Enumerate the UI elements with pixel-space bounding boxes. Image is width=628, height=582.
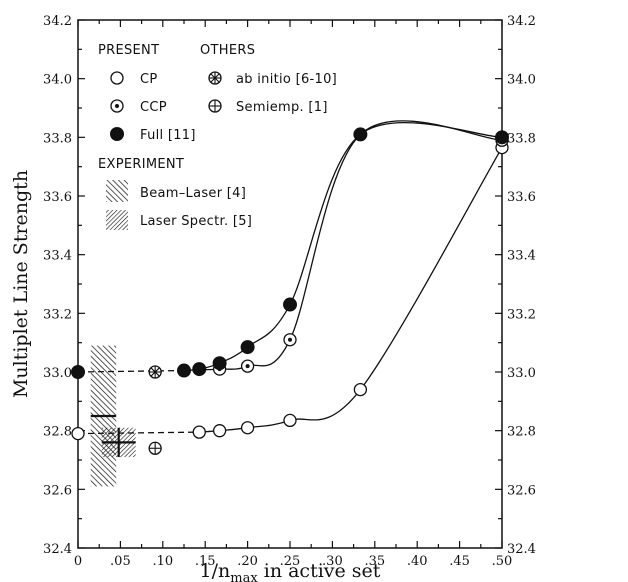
legend-present-header: PRESENT xyxy=(98,43,159,58)
point-ab-initio-6-10-d2 xyxy=(150,367,160,377)
y-tick-label-left: 32.6 xyxy=(43,483,72,498)
y-tick-label-right: 33.2 xyxy=(507,307,536,322)
x-axis-label-rest: in active set xyxy=(258,560,381,582)
x-tick-label: .10 xyxy=(152,554,173,569)
legend-semiemp-marker xyxy=(208,99,222,113)
y-tick-label-left: 34.2 xyxy=(43,14,72,29)
point-full-11-shape xyxy=(192,362,207,377)
point-full-11 xyxy=(495,130,509,145)
legend-others-header: OTHERS xyxy=(200,43,255,58)
legend-ab-initio-label: ab initio [6-10] xyxy=(236,72,337,87)
point-cp-shape xyxy=(212,424,227,438)
point-full-11-shape xyxy=(240,340,255,355)
point-cp-shape xyxy=(192,425,206,439)
point-full-11-shape xyxy=(212,356,227,371)
legend-ab-initio-marker xyxy=(208,71,222,85)
point-cp xyxy=(353,382,368,397)
x-tick-label: 0 xyxy=(74,554,82,569)
point-full-11-shape xyxy=(353,127,368,142)
x-tick-label: .40 xyxy=(407,554,428,569)
legend-experiment-header: EXPERIMENT xyxy=(98,157,184,172)
legend-full-marker xyxy=(110,127,124,141)
legend-ccp-marker xyxy=(110,99,124,113)
y-axis-label: Multiplet Line Strength xyxy=(10,170,32,398)
point-full-11 xyxy=(283,297,297,312)
y-tick-label-left: 33.6 xyxy=(43,190,72,205)
y-tick-label-right: 32.4 xyxy=(507,542,536,557)
legend: PRESENT OTHERS CP ab initio [6-10] CCP S… xyxy=(98,43,337,230)
y-tick-labels-left: 32.4 32.6 32.8 33.0 33.2 33.4 33.6 33.8 34.0 34.2 xyxy=(43,14,72,557)
y-tick-label-left: 32.4 xyxy=(43,542,72,557)
y-tick-label-right: 33.0 xyxy=(507,366,536,381)
point-ccp-dot xyxy=(288,337,292,342)
point-full-11 xyxy=(177,363,191,378)
y-tick-label-left: 33.2 xyxy=(43,307,72,322)
legend-ccp-label: CCP xyxy=(140,100,167,115)
point-full-11-shape xyxy=(71,365,85,379)
point-semiemp-1 xyxy=(148,441,162,455)
y-tick-label-right: 33.4 xyxy=(507,249,536,264)
x-axis-label: 1/nmax in active set xyxy=(200,560,381,582)
legend-full-label: Full [11] xyxy=(140,128,196,143)
x-tick-label: .50 xyxy=(492,554,513,569)
point-ccp-dot xyxy=(245,364,250,369)
y-tick-label-right: 32.6 xyxy=(507,483,536,498)
y-tick-label-left: 34.0 xyxy=(43,73,72,88)
x-tick-label: .45 xyxy=(449,554,470,569)
point-full-11 xyxy=(212,356,227,371)
point-cp-shape xyxy=(71,426,85,441)
curve-ccp xyxy=(199,120,503,371)
legend-beam-laser-swatch xyxy=(106,180,128,202)
x-tick-label: .35 xyxy=(364,554,385,569)
y-tick-labels-right: 32.4 32.6 32.8 33.0 33.2 33.4 33.6 33.8 34.0 34.2 xyxy=(507,14,536,557)
y-tick-label-right: 33.8 xyxy=(507,131,536,146)
x-tick-label: .30 xyxy=(322,554,343,569)
y-tick-label-left: 32.8 xyxy=(43,425,72,440)
x-tick-label: .05 xyxy=(110,554,131,569)
point-cp-shape xyxy=(353,382,368,397)
y-tick-label-right: 33.6 xyxy=(507,190,536,205)
point-full-11 xyxy=(353,127,368,142)
point-cp-shape xyxy=(240,421,255,435)
experiment-bands xyxy=(90,345,136,487)
x-tick-label: .20 xyxy=(237,554,258,569)
x-tick-label: .25 xyxy=(280,554,301,569)
y-tick-label-left: 33.8 xyxy=(43,131,72,146)
point-cp xyxy=(192,425,206,439)
point-full-11-shape xyxy=(495,130,509,145)
point-ccp xyxy=(283,333,297,347)
legend-beam-laser-label: Beam–Laser [4] xyxy=(140,186,246,201)
point-full-11 xyxy=(71,365,85,379)
legend-cp-marker xyxy=(110,71,124,85)
legend-laser-spectr-swatch xyxy=(106,210,128,230)
point-cp xyxy=(240,421,255,435)
y-tick-label-right: 34.2 xyxy=(507,14,536,29)
legend-laser-spectr-label: Laser Spectr. [5] xyxy=(140,214,252,229)
y-tick-label-left: 33.4 xyxy=(43,249,72,264)
point-full-11-shape xyxy=(283,297,297,312)
point-ccp xyxy=(240,359,255,373)
point-cp-shape xyxy=(283,413,297,428)
point-cp xyxy=(212,424,227,438)
legend-semiemp-label: Semiemp. [1] xyxy=(236,100,328,115)
point-full-11 xyxy=(240,340,255,355)
data-markers xyxy=(71,127,509,455)
point-full-11 xyxy=(192,362,207,377)
point-cp xyxy=(71,426,85,441)
extrapolation-dashed-line xyxy=(77,369,185,373)
point-full-11-shape xyxy=(177,363,191,378)
point-cp xyxy=(283,413,297,428)
y-tick-label-right: 34.0 xyxy=(507,73,536,88)
x-axis-label-main: 1/n xyxy=(200,560,231,582)
x-axis-label-sub: max xyxy=(230,571,258,582)
y-tick-label-right: 32.8 xyxy=(507,425,536,440)
point-ab-initio-6-10 xyxy=(148,365,162,379)
x-tick-label: .15 xyxy=(195,554,216,569)
x-tick-labels: 0 .05 .10 .15 .20 .25 .30 .35 .40 .45 .50 xyxy=(74,554,512,569)
legend-cp-label: CP xyxy=(140,72,158,87)
y-tick-label-left: 33.0 xyxy=(43,366,72,381)
